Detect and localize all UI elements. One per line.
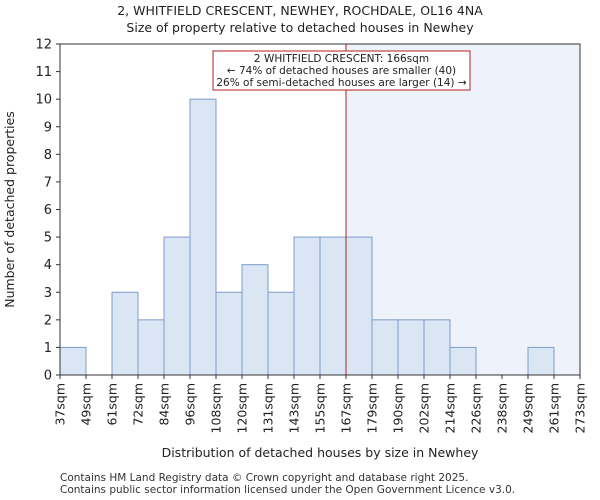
y-axis-label: Number of detached properties <box>2 111 17 308</box>
histogram-bar <box>189 98 217 376</box>
chart-subtitle: Size of property relative to detached ho… <box>126 20 474 35</box>
x-tick-label: 72sqm <box>131 383 146 426</box>
y-tick-label: 2 <box>44 313 52 328</box>
x-axis: 37sqm 49sqm 61sqm 72sqm 84sqm 96sqm 108sqm 120s… <box>53 375 588 433</box>
y-tick-label: 3 <box>44 286 52 301</box>
y-tick-label: 1 <box>44 341 52 356</box>
histogram-bar <box>527 346 555 376</box>
x-tick-label: 96sqm <box>183 383 198 426</box>
x-tick-label: 155sqm <box>313 383 328 433</box>
y-tick-label: 9 <box>44 120 52 135</box>
footer-copyright: Contains HM Land Registry data © Crown c… <box>60 472 469 484</box>
y-tick-label: 11 <box>35 65 52 80</box>
histogram-bar <box>59 346 87 376</box>
y-tick-label: 6 <box>44 203 52 218</box>
x-axis-label: Distribution of detached houses by size … <box>162 445 479 460</box>
x-tick-label: 179sqm <box>365 383 380 433</box>
x-tick-label: 238sqm <box>495 383 510 433</box>
annotation-frame <box>212 50 471 91</box>
x-tick-label: 167sqm <box>339 383 354 433</box>
x-tick-label: 84sqm <box>157 383 172 426</box>
x-tick-label: 108sqm <box>209 383 224 433</box>
footer-licence: Contains public sector information licen… <box>60 484 516 496</box>
histogram-bar <box>111 291 139 376</box>
histogram-bar <box>137 319 165 376</box>
annotation-line-1: 2 WHITFIELD CRESCENT: 166sqm <box>254 53 429 65</box>
y-tick-label: 0 <box>44 369 52 384</box>
x-tick-label: 61sqm <box>105 383 120 426</box>
x-tick-label: 131sqm <box>261 383 276 433</box>
histogram-bar <box>163 236 191 376</box>
x-tick-label: 37sqm <box>53 383 68 426</box>
x-tick-label: 249sqm <box>521 383 536 433</box>
histogram-bar <box>319 236 347 376</box>
histogram-bar <box>241 264 269 376</box>
histogram-bar <box>345 236 373 376</box>
x-tick-label: 261sqm <box>547 383 562 433</box>
histogram-bar <box>215 291 243 376</box>
x-tick-label: 226sqm <box>469 383 484 433</box>
y-tick-label: 7 <box>44 175 52 190</box>
histogram-bar <box>397 319 425 376</box>
y-tick-label: 12 <box>35 38 52 53</box>
x-tick-label: 190sqm <box>391 383 406 433</box>
x-tick-label: 273sqm <box>573 383 588 433</box>
x-tick-label: 202sqm <box>417 383 432 433</box>
x-tick-label: 143sqm <box>287 383 302 433</box>
histogram-bar <box>371 319 399 376</box>
annotation-box: 2 WHITFIELD CRESCENT: 166sqm ← 74% of de… <box>212 50 471 91</box>
annotation-line-2: ← 74% of detached houses are smaller (40… <box>227 65 456 77</box>
x-tick-label: 120sqm <box>235 383 250 433</box>
x-tick-label: 214sqm <box>443 383 458 433</box>
histogram-bar <box>293 236 321 376</box>
y-tick-label: 4 <box>44 258 52 273</box>
histogram-bar <box>449 346 477 376</box>
histogram-bar <box>267 291 295 376</box>
y-tick-label: 5 <box>44 231 52 246</box>
y-tick-label: 8 <box>44 148 52 163</box>
annotation-line-3: 26% of semi-detached houses are larger (… <box>216 77 467 89</box>
x-tick-label: 49sqm <box>79 383 94 426</box>
bars-group <box>59 98 555 376</box>
histogram-bar <box>423 319 451 376</box>
y-tick-label: 10 <box>35 93 52 108</box>
chart-title: 2, WHITFIELD CRESCENT, NEWHEY, ROCHDALE,… <box>117 3 483 18</box>
